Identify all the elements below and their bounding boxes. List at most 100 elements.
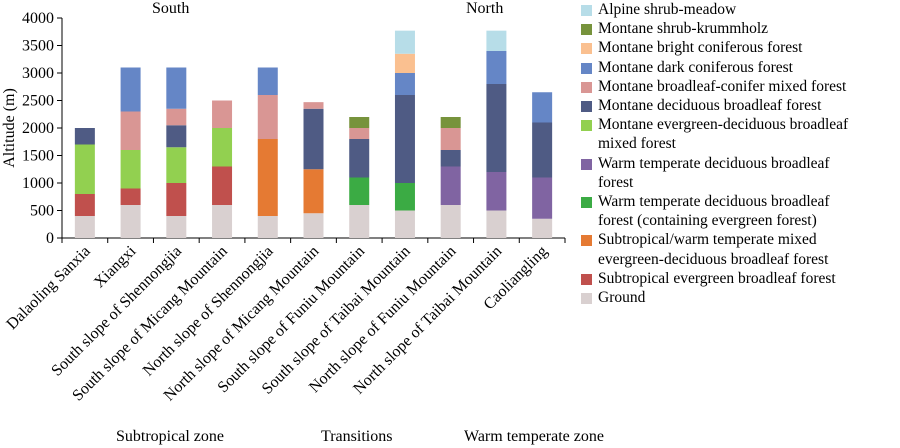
legend-label: Warm temperate deciduous broadleaf fores… [598,193,830,230]
legend-label: Subtropical/warm temperate mixed evergre… [598,231,829,268]
legend-swatch [581,43,592,55]
bar-segment [394,73,415,95]
region-label-south: South [152,0,190,17]
legend-item: Alpine shrub-meadow [581,0,899,19]
bar-segment [212,128,233,167]
bar-segment [486,51,507,84]
bar-segment [74,216,95,238]
bar-segment [440,150,461,167]
legend-label: Montane broadleaf-conifer mixed forest [598,77,847,95]
y-tick-label: 4000 [22,10,54,27]
bar-segment [486,30,507,51]
y-tick-label: 0 [46,230,54,247]
bar-segment [532,177,553,219]
legend-label: Montane bright coniferous forest [598,39,803,57]
bar-segment [303,108,324,170]
legend-label: Alpine shrub-meadow [598,1,737,18]
legend-label: Montane deciduous broadleaf forest [598,97,822,115]
bar-segment [257,139,278,216]
legend-swatch [581,81,592,93]
y-axis-title: Altitude (m) [1,88,18,168]
y-tick-label: 3000 [22,65,54,82]
bar-segment [394,183,415,211]
bar-segment [166,125,187,148]
legend-label: Warm temperate deciduous broadleaf fores… [598,154,830,191]
bar-segment [486,210,507,238]
x-tick-label: Dalaoling Sanxia [3,243,93,333]
bar-segment [532,218,553,238]
bar-segment [212,205,233,238]
y-tick-label: 500 [30,203,54,220]
bar-segment [212,166,233,205]
zone-label-subtropical: Subtropical zone [116,428,224,445]
bar-segment [349,205,370,238]
legend-item: Montane dark coniferous forest [581,58,899,77]
bar-segment [120,205,141,238]
bar-segment [257,216,278,238]
legend-item: Montane broadleaf-conifer mixed forest [581,77,899,96]
bar-segment [532,92,553,123]
bar-segment [120,188,141,205]
legend: Alpine shrub-meadow Montane shrub-krummho… [581,0,899,307]
y-tick-label: 2500 [22,93,54,110]
legend-swatch [581,197,592,209]
legend-item: Warm temperate deciduous broadleaf fores… [581,192,899,230]
bar-segment [394,210,415,238]
legend-swatch [581,24,592,36]
legend-swatch [581,235,592,247]
bar-segment [532,122,553,178]
bar-segment [349,117,370,128]
bar-segment [166,67,187,109]
legend-swatch [581,62,592,74]
bar-segment [303,102,324,109]
legend-item: Montane evergreen-deciduous broadleaf mi… [581,115,899,153]
legend-item: Subtropical/warm temperate mixed evergre… [581,230,899,268]
bar-segment [120,67,141,112]
legend-swatch [581,101,592,113]
legend-label: Montane dark coniferous forest [598,58,793,76]
zone-label-transitions: Transitions [321,428,393,445]
bar-segment [257,95,278,139]
region-label-north: North [466,0,504,17]
y-tick-label: 2000 [22,120,54,137]
bar-segment [394,30,415,54]
legend-label: Montane shrub-krummholz [598,20,769,38]
legend-swatch [581,5,592,16]
y-tick-label: 1500 [22,148,54,165]
legend-swatch [581,293,592,305]
bar-segment [74,144,95,194]
bar-segment [120,150,141,189]
bar-segment [166,108,187,126]
legend-item: Warm temperate deciduous broadleaf fores… [581,154,899,192]
bar-segment [74,128,95,145]
legend-label: Montane evergreen-deciduous broadleaf mi… [598,116,849,153]
bar-segment [74,194,95,216]
legend-swatch [581,120,592,132]
legend-label: Ground [598,289,646,307]
zone-label-warm-temperate: Warm temperate zone [464,428,604,445]
bar-segment [166,183,187,216]
bar-segment [303,169,324,214]
legend-item: Montane bright coniferous forest [581,38,899,57]
bar-segment [349,177,370,205]
bar-segment [349,139,370,178]
y-tick-label: 1000 [22,175,54,192]
legend-label: Subtropical evergreen broadleaf forest [598,269,836,287]
bar-segment [394,95,415,183]
y-tick-label: 3500 [22,38,54,55]
bar-segment [303,213,324,238]
legend-swatch [581,273,592,285]
legend-swatch [581,158,592,170]
legend-item: Montane shrub-krummholz [581,19,899,38]
bar-segment [440,205,461,238]
bar-segment [440,128,461,150]
bar-segment [212,100,233,128]
bar-segment [120,111,141,150]
bar-segment [166,216,187,238]
legend-item: Montane deciduous broadleaf forest [581,96,899,115]
legend-item: Subtropical evergreen broadleaf forest [581,269,899,288]
bar-segment [486,172,507,211]
bar-segment [349,128,370,139]
